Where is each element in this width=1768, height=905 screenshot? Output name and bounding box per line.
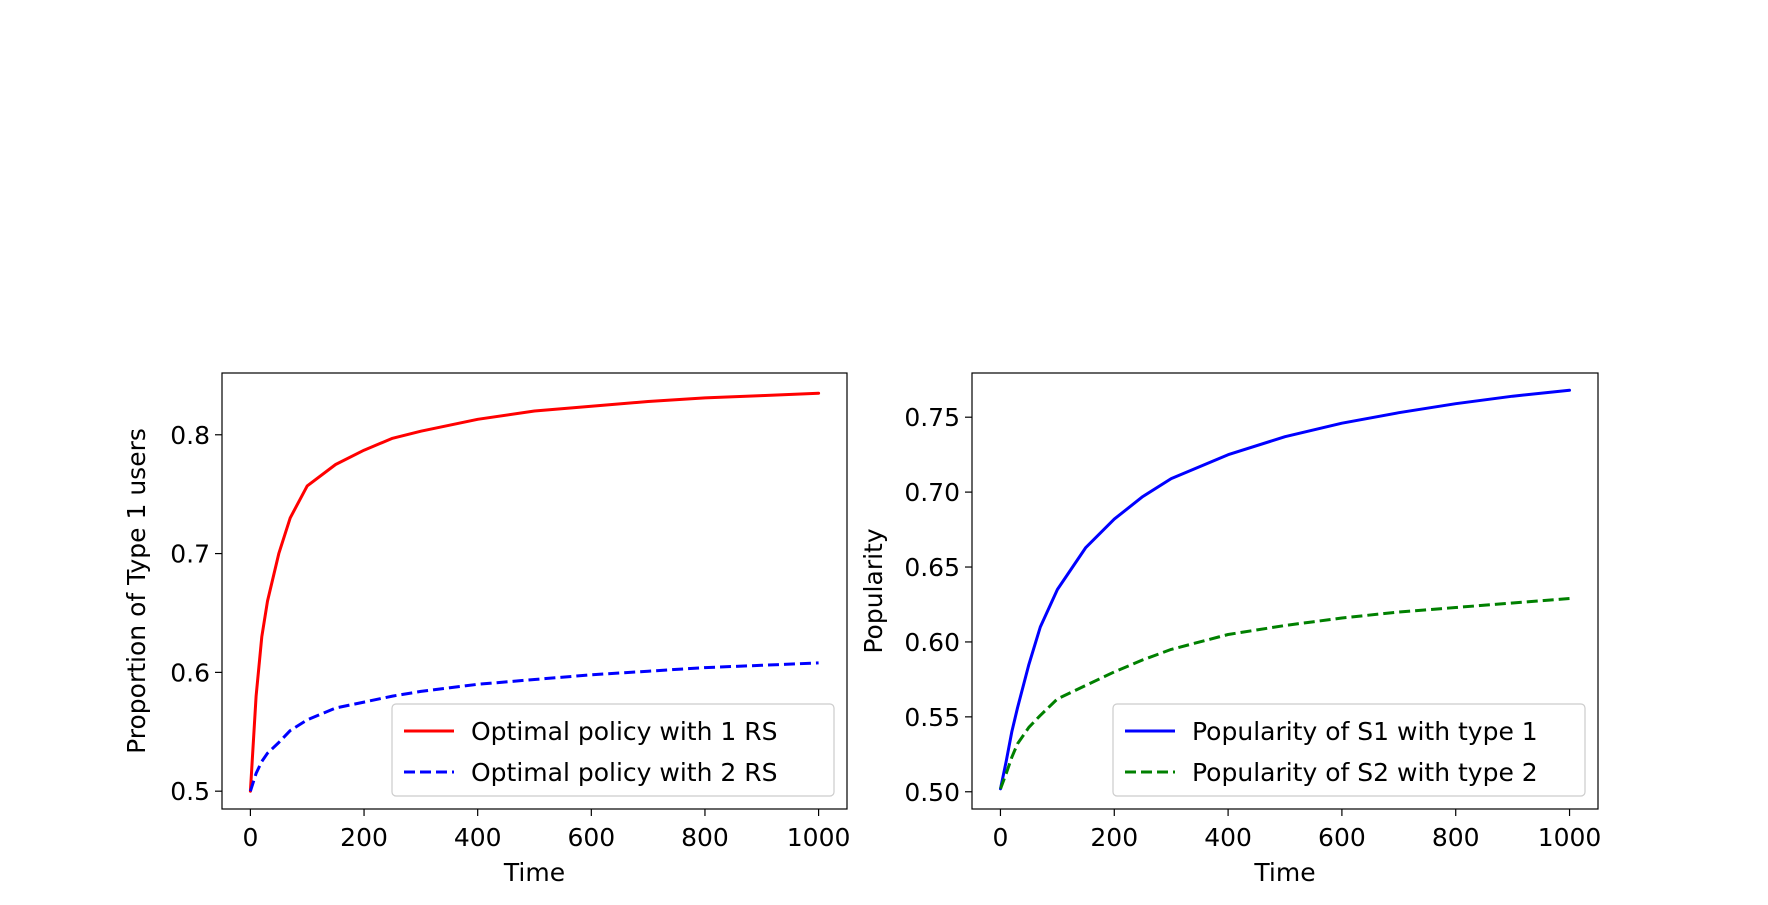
legend: Optimal policy with 1 RS Optimal policy … — [391, 703, 835, 797]
series-line-2 — [999, 597, 1570, 790]
legend-label: Optimal policy with 1 RS — [471, 717, 777, 746]
x-tick-label: 1000 — [1538, 823, 1602, 852]
y-tick-label: 0.75 — [904, 403, 960, 432]
x-tick-label: 0 — [993, 823, 1009, 852]
legend-box — [1112, 703, 1586, 797]
axes-frame — [971, 372, 1599, 810]
x-tick-label: 800 — [1432, 823, 1480, 852]
legend-box — [391, 703, 835, 797]
y-tick-label: 0.5 — [170, 777, 210, 806]
y-tick-label: 0.6 — [170, 658, 210, 687]
x-axis-label: Time — [1253, 858, 1315, 887]
x-axis-ticks: 0 200 400 600 800 1000 — [993, 809, 1602, 852]
y-tick-label: 0.70 — [904, 478, 960, 507]
y-axis-label: Popularity — [859, 528, 888, 653]
x-tick-label: 400 — [1204, 823, 1252, 852]
x-tick-label: 800 — [681, 823, 729, 852]
series-line-1 — [248, 391, 821, 793]
x-tick-label: 200 — [340, 823, 388, 852]
legend: Popularity of S1 with type 1 Popularity … — [1112, 703, 1586, 797]
legend-item-series-1: Popularity of S1 with type 1 — [1125, 717, 1538, 746]
x-axis-label: Time — [503, 858, 565, 887]
y-tick-label: 0.7 — [170, 540, 210, 569]
x-tick-label: 600 — [1318, 823, 1366, 852]
plot-lines — [999, 388, 1571, 791]
plot-lines — [248, 391, 821, 793]
chart-panel-left: 0 200 400 600 800 1000 0.5 0.6 0.7 0.8 Time Prop… — [122, 372, 850, 887]
y-tick-label: 0.55 — [904, 703, 960, 732]
series-line-1 — [999, 388, 1571, 791]
x-tick-label: 200 — [1090, 823, 1138, 852]
y-axis-label: Proportion of Type 1 users — [122, 428, 151, 754]
legend-label: Optimal policy with 2 RS — [471, 758, 777, 787]
y-tick-label: 0.60 — [904, 628, 960, 657]
y-axis-ticks: 0.50 0.55 0.60 0.65 0.70 0.75 — [904, 403, 972, 807]
x-tick-label: 0 — [242, 823, 258, 852]
x-tick-label: 400 — [454, 823, 502, 852]
y-tick-label: 0.65 — [904, 553, 960, 582]
legend-item-series-2: Optimal policy with 2 RS — [404, 758, 777, 787]
series-line-2 — [248, 661, 819, 792]
y-tick-label: 0.8 — [170, 421, 210, 450]
y-tick-label: 0.50 — [904, 778, 960, 807]
legend-label: Popularity of S1 with type 1 — [1192, 717, 1538, 746]
axes-frame — [221, 372, 848, 810]
x-tick-label: 1000 — [787, 823, 851, 852]
legend-label: Popularity of S2 with type 2 — [1192, 758, 1538, 787]
x-tick-label: 600 — [567, 823, 615, 852]
x-axis-ticks: 0 200 400 600 800 1000 — [242, 809, 850, 852]
legend-item-series-1: Optimal policy with 1 RS — [404, 717, 777, 746]
legend-item-series-2: Popularity of S2 with type 2 — [1125, 758, 1538, 787]
chart-panel-right: 0 200 400 600 800 1000 0.500.550.600.650.700.… — [859, 372, 1602, 887]
y-axis-ticks: 0.5 0.6 0.7 0.8 — [170, 421, 222, 806]
